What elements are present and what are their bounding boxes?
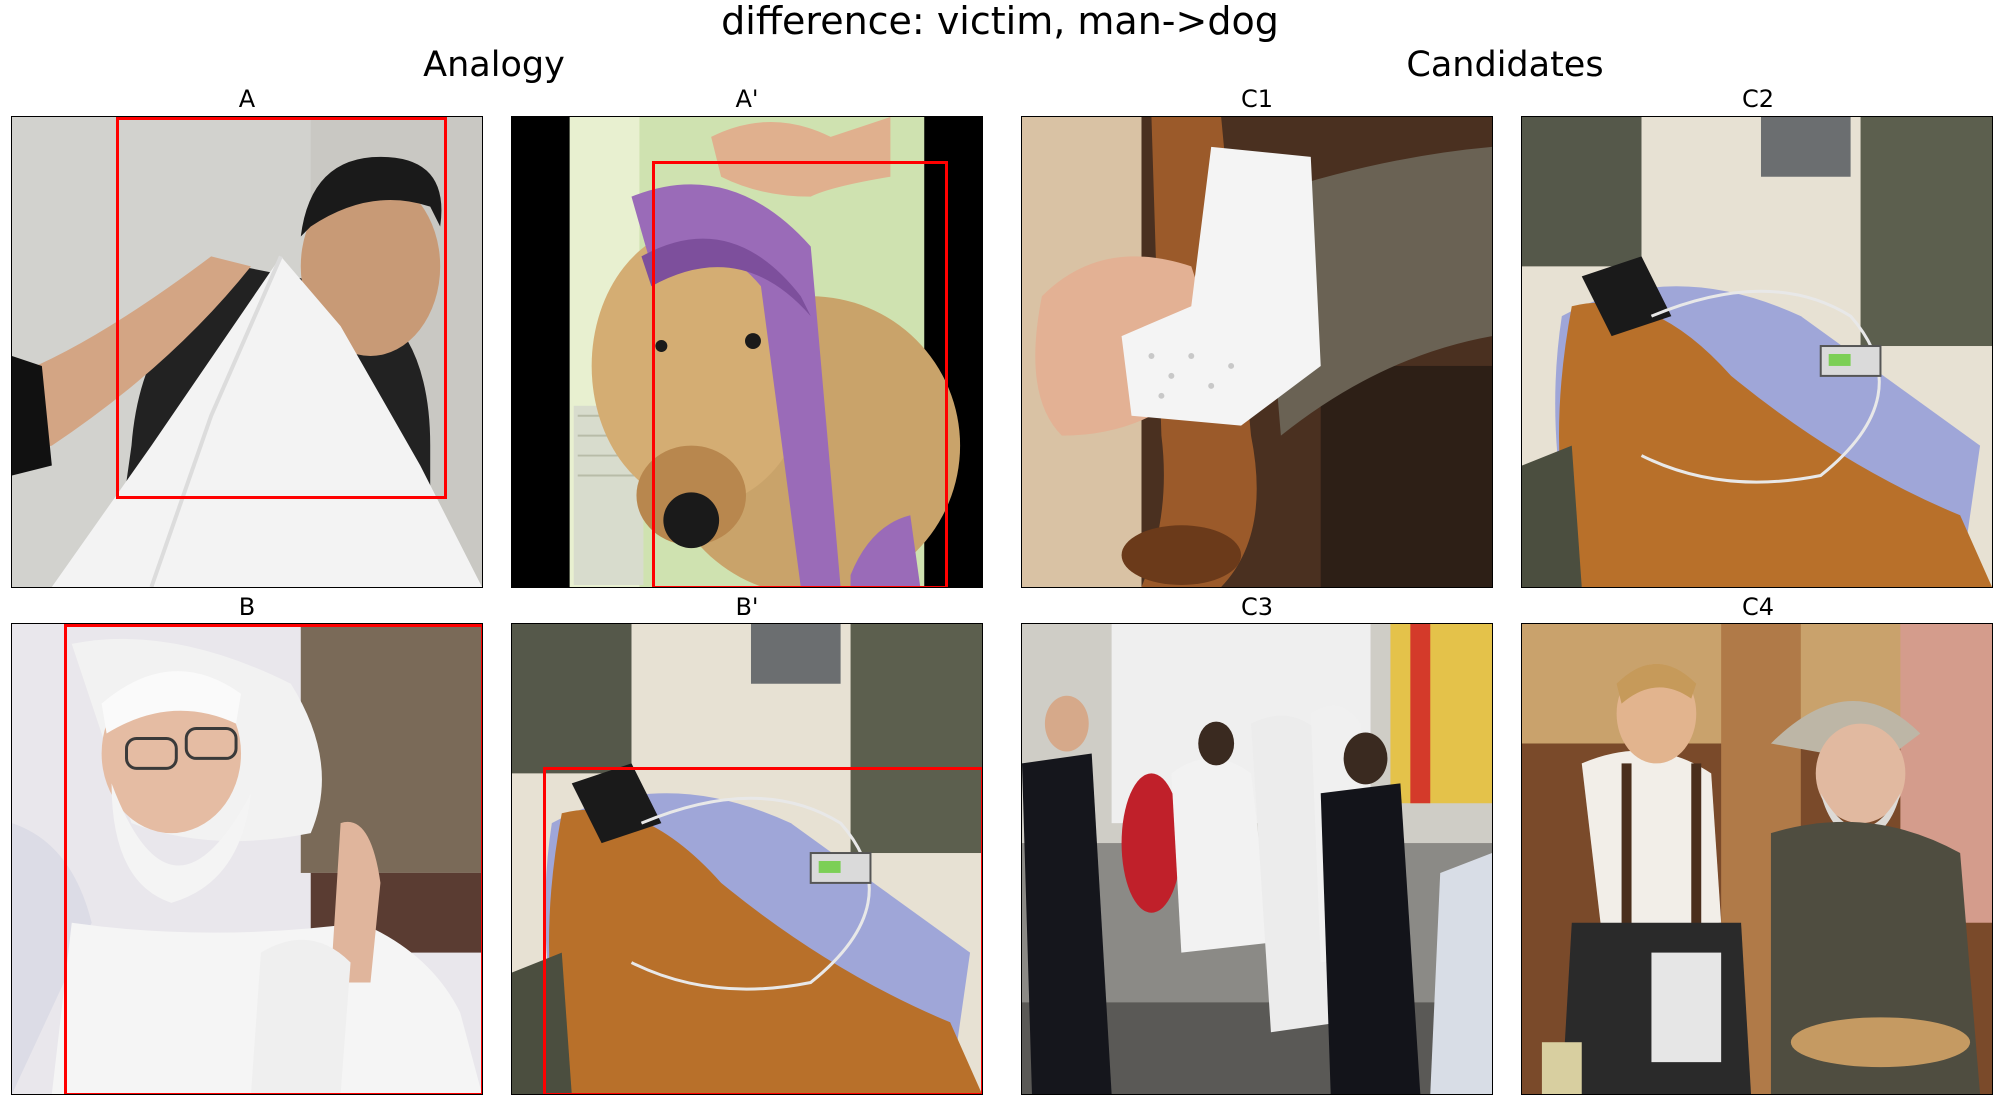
- panel-b-prime-title: B': [735, 593, 759, 621]
- panel-b-bounding-box: [64, 624, 482, 1094]
- panel-b-image: [11, 623, 483, 1095]
- panel-a-prime-title: A': [735, 85, 759, 113]
- panel-a-prime-bounding-box: [652, 161, 948, 587]
- panel-b-title: B: [238, 593, 256, 621]
- candidates-group-title: Candidates: [1406, 45, 1604, 85]
- panel-c1-image: [1021, 116, 1493, 588]
- panel-c2-image: [1521, 116, 1993, 588]
- panel-c4-image: [1521, 623, 1993, 1095]
- figure-title: difference: victim, man->dog: [721, 0, 1279, 43]
- panel-c2-title: C2: [1741, 85, 1775, 113]
- panel-c3-title: C3: [1240, 593, 1274, 621]
- panel-b-prime-image: [511, 623, 983, 1095]
- panel-a-prime-image: [511, 116, 983, 588]
- panel-a-bounding-box: [116, 117, 447, 499]
- panel-a-title: A: [238, 85, 256, 113]
- panel-c4-title: C4: [1741, 593, 1775, 621]
- analogy-group-title: Analogy: [423, 45, 565, 85]
- panel-c1-title: C1: [1240, 85, 1274, 113]
- panel-a-image: [11, 116, 483, 588]
- panel-c3-image: [1021, 623, 1493, 1095]
- panel-b-prime-bounding-box: [543, 767, 982, 1094]
